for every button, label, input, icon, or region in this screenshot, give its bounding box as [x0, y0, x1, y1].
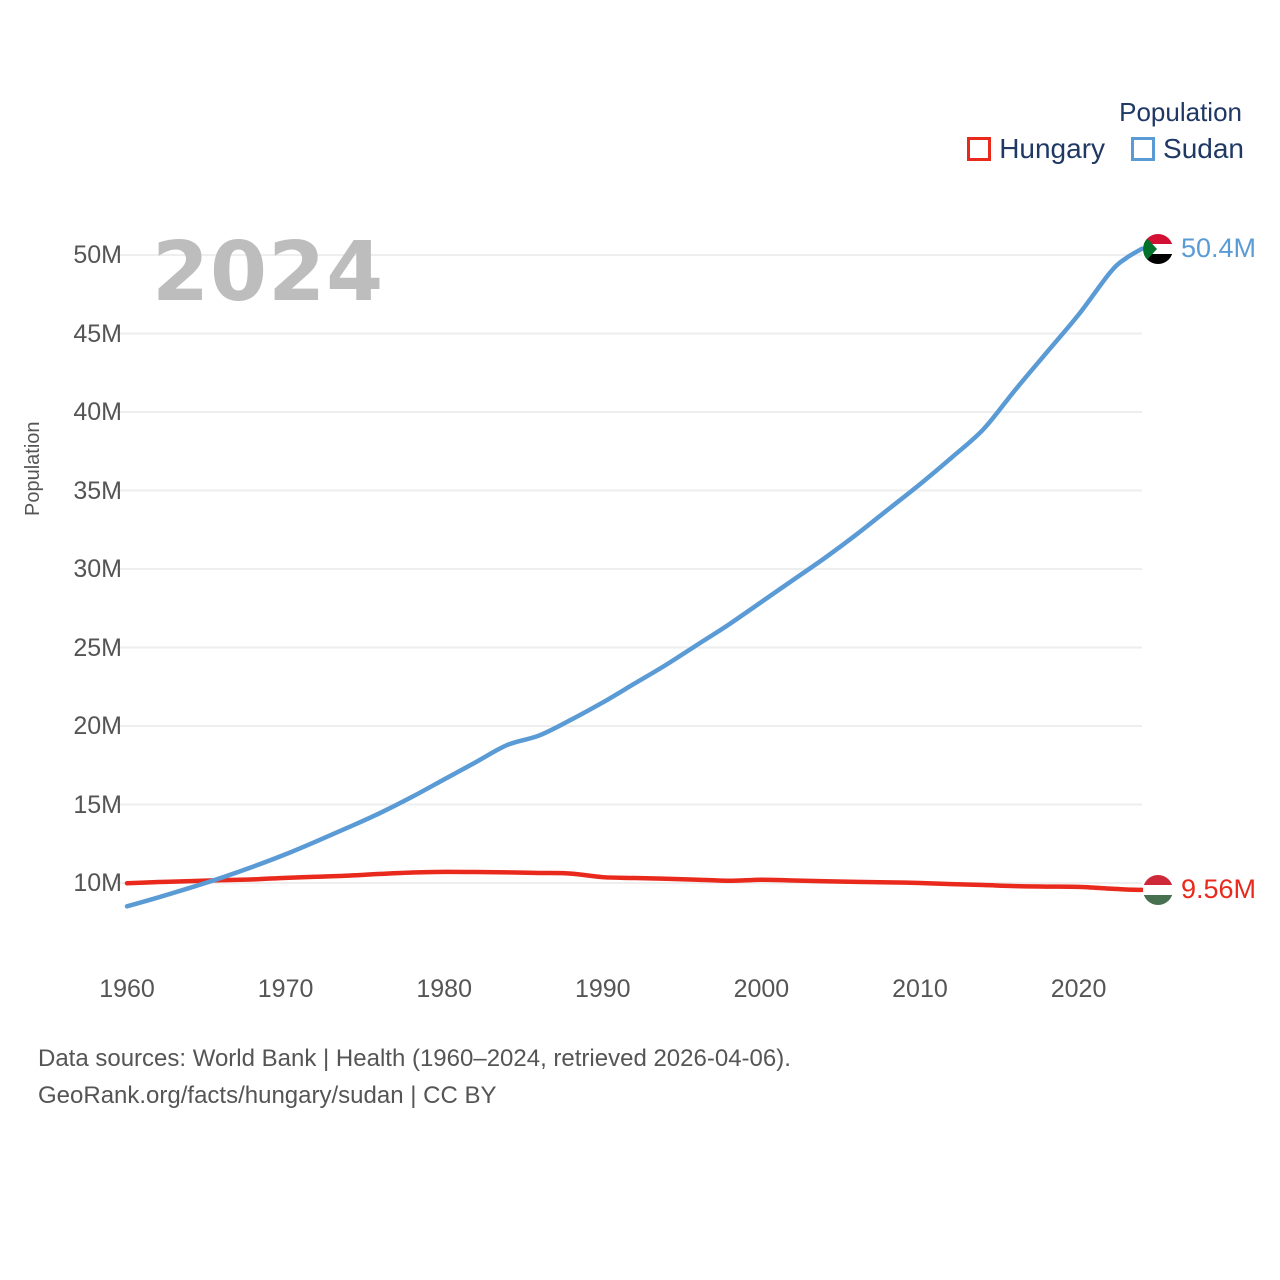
y-tick-label: 30M [73, 555, 122, 583]
legend-items: Hungary Sudan [967, 132, 1244, 164]
y-tick-label: 15M [73, 790, 122, 819]
endpoint-value-label: 50.4M [1181, 233, 1257, 264]
footer-line-sources: Data sources: World Bank | Health (1960–… [38, 1045, 791, 1072]
legend-swatch-icon [967, 136, 992, 161]
y-tick-label: 45M [73, 319, 122, 348]
legend: Population Hungary Sudan [967, 96, 1244, 163]
y-tick-label: 25M [73, 633, 122, 662]
x-tick-label: 1970 [257, 975, 314, 1003]
hungary-endpoint[interactable]: 9.56M [1143, 874, 1257, 905]
y-tick-label: 10M [73, 869, 122, 897]
year-watermark: 2024 [152, 225, 385, 320]
hungary-flag-icon [1143, 874, 1173, 905]
legend-swatch-icon [1131, 136, 1156, 161]
y-tick-label: 50M [73, 241, 122, 269]
series-line-sudan[interactable] [124, 246, 1145, 909]
x-tick-label: 2010 [892, 975, 948, 1003]
x-tick-label: 1960 [99, 975, 155, 1003]
sudan-flag-icon [1143, 233, 1173, 264]
endpoint-value-label: 9.56M [1181, 874, 1257, 905]
y-tick-label: 40M [73, 398, 122, 426]
x-tick-label: 1990 [574, 975, 631, 1003]
legend-item-sudan[interactable]: Sudan [1131, 132, 1244, 164]
sudan-endpoint[interactable]: 50.4M [1143, 233, 1257, 264]
y-tick-label: 20M [73, 712, 122, 740]
x-tick-label: 2000 [733, 975, 790, 1003]
footer-line-url: GeoRank.org/facts/hungary/sudan | CC BY [38, 1082, 497, 1110]
series-line-hungary[interactable] [124, 869, 1145, 893]
y-axis-ticks: 10M 15M 20M 25M 30M 35M 40M 45M 50M [50, 0, 122, 1280]
series-lines [124, 246, 1145, 909]
x-tick-label: 1980 [416, 975, 472, 1003]
x-tick-label: 2020 [1050, 975, 1107, 1003]
gridlines [113, 254, 1142, 884]
legend-item-label: Hungary [999, 132, 1106, 164]
legend-item-label: Sudan [1163, 132, 1244, 164]
legend-item-hungary[interactable]: Hungary [967, 132, 1106, 164]
legend-title: Population [1119, 97, 1242, 127]
footer-attribution: Data sources: World Bank | Health (1960–… [38, 1040, 791, 1114]
y-tick-label: 35M [73, 476, 122, 505]
